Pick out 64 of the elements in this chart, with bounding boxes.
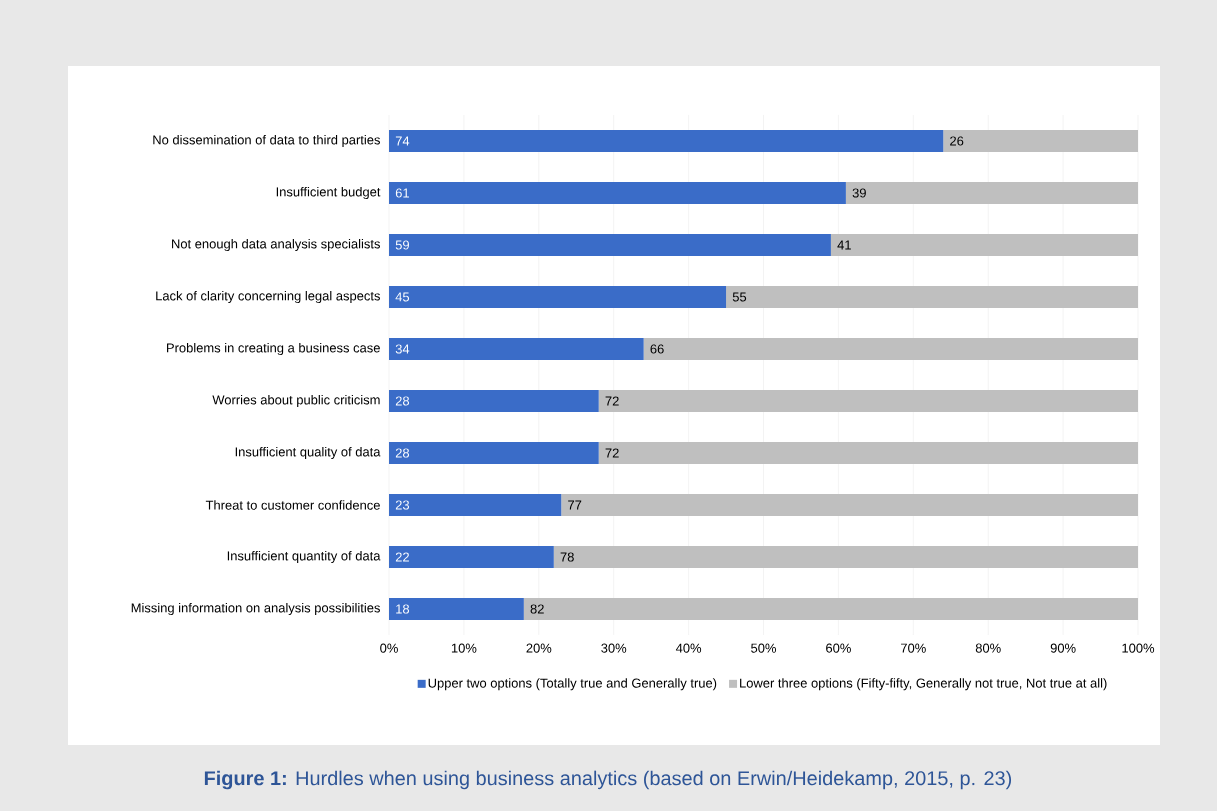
bar [561,493,1139,516]
y-tick-label: Worries about public criticism [212,394,380,408]
x-tick-label: 40% [675,643,702,653]
data-label: 22 [395,552,409,562]
bar [389,233,831,256]
data-label: 55 [732,292,747,302]
bar [830,233,1139,256]
x-tick-label: 30% [601,643,627,653]
bar [389,337,644,360]
text: Figure 1: Hurdles when using business analytics (based on Erwin/Heidekamp, 2015, p. 23) [204,770,1012,790]
bar [389,285,727,308]
data-label: 82 [530,604,544,614]
y-tick-label: Insufficient quantity of data [227,550,381,564]
data-label: 39 [852,188,866,198]
x-tick-label: 80% [975,643,1001,653]
x-tick-label: 70% [901,643,926,653]
data-label: 26 [950,136,964,146]
data-label: 72 [605,396,619,406]
bar [389,597,524,620]
bar [643,337,1139,360]
data-label: 74 [395,136,410,146]
y-tick-label: Not enough data analysis specialists [172,238,380,252]
bar [598,389,1139,412]
y-tick-label: Threat to customer confidence [205,500,380,510]
data-label: 66 [650,344,664,354]
bar [389,545,554,568]
data-label: 77 [568,500,582,510]
y-tick-label: No dissemination of data to third parties [153,134,380,148]
bar [389,129,944,152]
bar [389,441,599,464]
data-label: 72 [605,448,619,458]
y-tick-label: Problems in creating a business case [167,342,380,356]
y-tick-label: Missing information on analysis possibilities [131,602,380,616]
data-label: 78 [560,552,574,562]
x-tick-label: 60% [826,643,851,653]
y-tick-label: Insufficient budget [276,186,381,200]
data-label: 41 [837,240,851,250]
x-tick-label: 90% [1050,643,1076,653]
y-tick-label: Insufficient quality of data [235,446,381,460]
bar [598,441,1139,464]
bar [389,181,846,204]
x-tick-label: 20% [526,643,552,653]
bar [389,493,562,516]
bar [845,181,1139,204]
bar [726,285,1139,308]
data-label: 59 [395,240,410,250]
bar [389,389,599,412]
data-label: 61 [395,188,409,198]
bar [523,597,1139,620]
data-label: 45 [395,292,410,302]
bar [553,545,1139,568]
data-label: 23 [395,500,410,510]
data-label: 18 [396,604,410,614]
x-tick-label: 10% [451,643,477,653]
x-tick-label: 100% [1122,643,1155,653]
data-label: 28 [395,448,410,458]
legend-label: Lower three options (Fifty-fifty, Generally not true, Not true at all) [740,678,1107,691]
x-tick-label: 0% [380,643,398,653]
legend-label: Upper two options (Totally true and Generally true) [428,678,717,691]
x-tick-label: 50% [751,643,777,653]
y-tick-label: Lack of clarity concerning legal aspects [156,290,380,304]
bar [943,129,1139,152]
data-label: 28 [395,396,410,406]
data-label: 34 [395,344,410,354]
